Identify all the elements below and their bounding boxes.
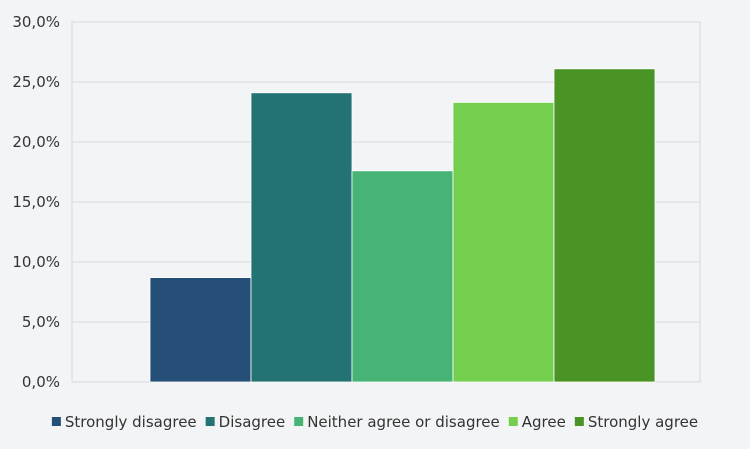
legend-swatch xyxy=(508,417,518,426)
bar-neither-agree-or-disagree xyxy=(351,170,454,383)
y-tick-label: 0,0% xyxy=(22,373,60,391)
legend-swatch xyxy=(51,417,61,426)
legend-item-strongly-disagree: Strongly disagree xyxy=(51,413,197,431)
bar-strongly-agree xyxy=(553,68,656,383)
legend-label: Strongly agree xyxy=(588,413,698,431)
legend-item-strongly-agree: Strongly agree xyxy=(574,413,698,431)
legend-label: Agree xyxy=(522,413,566,431)
y-tick-label: 15,0% xyxy=(12,193,60,211)
bar-agree xyxy=(452,102,555,383)
legend-item-agree: Agree xyxy=(508,413,566,431)
legend-label: Neither agree or disagree xyxy=(307,413,500,431)
y-tick-label: 25,0% xyxy=(12,73,60,91)
legend-swatch xyxy=(574,417,584,426)
legend-label: Disagree xyxy=(219,413,286,431)
bars xyxy=(149,68,656,383)
y-tick-label: 10,0% xyxy=(12,253,60,271)
bar-strongly-disagree xyxy=(149,277,252,383)
y-tick-label: 30,0% xyxy=(12,13,60,31)
y-tick-label: 20,0% xyxy=(12,133,60,151)
legend: Strongly disagree Disagree Neither agree o… xyxy=(51,413,698,431)
legend-item-neither-agree-or-disagree: Neither agree or disagree xyxy=(294,413,500,431)
bar-disagree xyxy=(250,92,353,383)
legend-item-disagree: Disagree xyxy=(205,413,286,431)
legend-swatch xyxy=(205,417,215,426)
y-axis: 0,0% 5,0% 10,0% 15,0% 20,0% 25,0% 30,0% xyxy=(12,13,60,391)
y-tick-label: 5,0% xyxy=(22,313,60,331)
legend-swatch xyxy=(294,417,304,426)
legend-label: Strongly disagree xyxy=(65,413,197,431)
